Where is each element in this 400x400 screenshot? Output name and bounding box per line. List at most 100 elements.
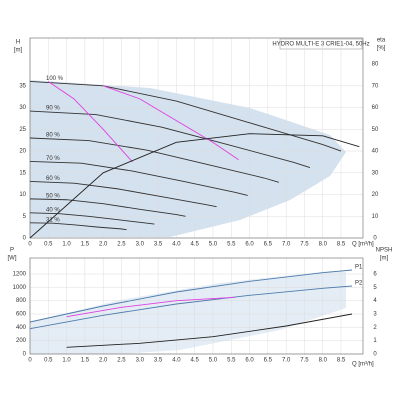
power-range [30, 271, 346, 354]
y-axis-label: H [16, 40, 20, 46]
y-tick-label: 400 [16, 325, 27, 331]
x-tick-label: 4.5 [190, 242, 199, 248]
curve [29, 161, 248, 196]
curve-label: 100 % [46, 76, 64, 82]
y2-tick-label: 10 [372, 214, 379, 220]
x-tick-label: 4.5 [190, 358, 199, 364]
x-tick-label: 3.0 [136, 242, 145, 248]
x-axis-label: Q [m³/h] [352, 362, 374, 368]
y-axis-unit: [m] [14, 48, 23, 54]
x-tick-label: 5.0 [209, 358, 218, 364]
plot-frame [29, 257, 364, 355]
y2-tick-label: 5 [373, 285, 377, 291]
y2-tick-label: 50 [372, 127, 379, 133]
y2-axis-unit: [m] [380, 256, 389, 262]
y-tick-label: 5 [23, 214, 27, 220]
y2-tick-label: 6 [373, 272, 377, 278]
y2-tick-label: 20 [372, 192, 379, 198]
y2-axis-label: NPSH [376, 248, 393, 254]
x-tick-label: 6.5 [264, 358, 273, 364]
curve-label: 60 % [46, 176, 60, 182]
x-tick-label: 1.5 [81, 242, 90, 248]
curve [29, 181, 217, 208]
y-axis-unit: [W] [8, 256, 17, 262]
y2-tick-label: 80 [372, 62, 379, 68]
curve [29, 81, 342, 152]
x-tick-label: 4.0 [172, 358, 181, 364]
curve-label: P1 [355, 265, 363, 271]
x-tick-label: 2.5 [117, 242, 126, 248]
y-tick-label: 35 [19, 83, 26, 89]
y-tick-label: 20 [19, 149, 26, 155]
x-tick-label: 0 [28, 358, 32, 364]
y-tick-label: 800 [16, 298, 27, 304]
x-tick-label: 2.5 [117, 358, 126, 364]
x-tick-label: 7.5 [300, 358, 309, 364]
x-tick-label: 0 [28, 242, 32, 248]
x-tick-label: 1.0 [62, 242, 71, 248]
curve [29, 212, 155, 225]
curve [29, 133, 360, 239]
y-tick-label: 15 [19, 170, 26, 176]
y-tick-label: 200 [16, 338, 27, 344]
x-tick-label: 2.0 [99, 242, 108, 248]
y-tick-label: 25 [19, 127, 26, 133]
y-axis-label: P [10, 248, 14, 254]
curve-label: 40 % [46, 207, 60, 213]
y2-tick-label: 0 [373, 236, 377, 242]
y2-tick-label: 30 [372, 170, 379, 176]
y2-tick-label: 0 [373, 352, 377, 358]
curve [103, 85, 239, 161]
x-tick-label: 8.0 [319, 358, 328, 364]
curve-label: 31 % [46, 217, 60, 223]
x-tick-label: 1.5 [81, 358, 90, 364]
x-tick-label: 5.0 [209, 242, 218, 248]
y2-tick-label: 40 [372, 149, 379, 155]
y-tick-label: 10 [19, 192, 26, 198]
x-tick-label: 6.0 [245, 242, 254, 248]
x-tick-label: 8.0 [319, 242, 328, 248]
curve [29, 110, 311, 168]
y2-tick-label: 2 [373, 325, 377, 331]
x-tick-label: 5.5 [227, 358, 236, 364]
curve-label: 80 % [46, 133, 60, 139]
x-tick-label: 7.5 [300, 242, 309, 248]
y2-tick-label: 70 [372, 83, 379, 89]
curve [29, 222, 127, 231]
x-tick-label: 8.5 [337, 358, 346, 364]
x-tick-label: 7.0 [282, 242, 291, 248]
x-tick-label: 4.0 [172, 242, 181, 248]
curve [29, 137, 279, 183]
x-tick-label: 6.0 [245, 358, 254, 364]
x-tick-label: 5.5 [227, 242, 236, 248]
x-tick-label: 0.5 [44, 358, 53, 364]
y2-tick-label: 60 [372, 105, 379, 111]
y-tick-label: 600 [16, 312, 27, 318]
curve-label: 90 % [46, 106, 60, 112]
y-tick-label: 1000 [13, 285, 27, 291]
y2-tick-label: 1 [373, 338, 377, 344]
chart-title: HYDRO MULTI-E 3 CRIE1-04, 50Hz [272, 42, 369, 48]
title-box [279, 38, 363, 50]
curve [66, 296, 235, 318]
curve [66, 313, 353, 348]
x-tick-label: 0.5 [44, 242, 53, 248]
x-tick-label: 7.0 [282, 358, 291, 364]
curve [29, 269, 353, 323]
y2-axis-unit: [%] [377, 46, 386, 52]
x-axis-label: Q [m³/h] [352, 242, 374, 248]
x-tick-label: 3.5 [154, 358, 163, 364]
curve [29, 285, 353, 330]
y2-tick-label: 3 [373, 312, 377, 318]
curve [48, 81, 133, 163]
operating-range [30, 80, 346, 237]
curve-label: 50 % [46, 193, 60, 199]
curve-label: 70 % [46, 156, 60, 162]
y-tick-label: 30 [19, 105, 26, 111]
y-tick-label: 0 [23, 236, 27, 242]
x-tick-label: 1.0 [62, 358, 71, 364]
x-tick-label: 6.5 [264, 242, 273, 248]
y2-axis-label: eta [377, 38, 386, 44]
